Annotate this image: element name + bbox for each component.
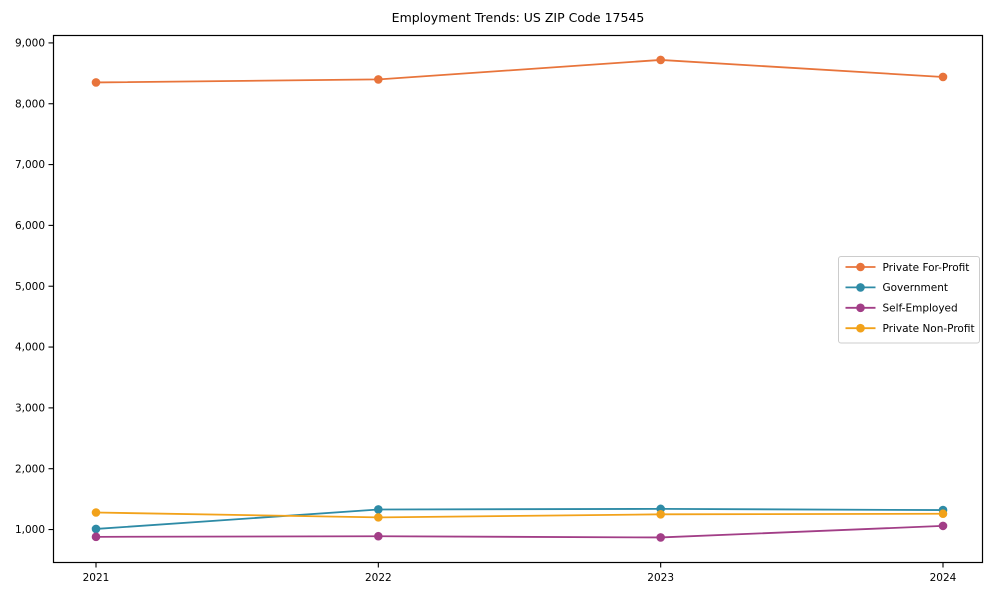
x-tick-label: 2023 bbox=[647, 572, 674, 584]
data-point bbox=[91, 532, 101, 542]
legend-marker bbox=[856, 283, 865, 292]
legend-label: Government bbox=[883, 282, 948, 294]
data-point bbox=[656, 510, 665, 519]
y-tick-label: 9,000 bbox=[15, 38, 45, 50]
data-point bbox=[91, 524, 101, 534]
legend-label: Private For-Profit bbox=[883, 262, 970, 274]
y-tick-label: 4,000 bbox=[15, 342, 45, 354]
legend-label: Self-Employed bbox=[883, 303, 958, 315]
data-point bbox=[938, 521, 948, 531]
data-point bbox=[374, 505, 383, 514]
legend-marker bbox=[856, 262, 865, 272]
series-line bbox=[95, 507, 944, 530]
chart-title: Employment Trends: US ZIP Code 17545 bbox=[391, 10, 645, 25]
legend-label: Private Non-Profit bbox=[883, 323, 975, 335]
y-tick-label: 5,000 bbox=[15, 281, 45, 293]
x-tick-label: 2021 bbox=[83, 572, 110, 584]
series-line bbox=[95, 511, 944, 519]
data-point bbox=[91, 508, 101, 517]
data-point bbox=[938, 72, 948, 82]
data-point bbox=[374, 531, 383, 541]
x-tick-label: 2022 bbox=[365, 572, 392, 584]
y-tick-label: 8,000 bbox=[15, 98, 45, 110]
legend-marker bbox=[856, 323, 865, 333]
series-line bbox=[95, 524, 944, 539]
x-tick-label: 2024 bbox=[930, 572, 957, 584]
y-tick-label: 2,000 bbox=[15, 463, 45, 475]
y-tick-label: 3,000 bbox=[15, 402, 45, 414]
y-tick-label: 1,000 bbox=[15, 524, 45, 536]
data-point bbox=[656, 533, 665, 542]
data-point bbox=[91, 78, 101, 87]
legend-box bbox=[838, 256, 980, 344]
y-tick-label: 7,000 bbox=[15, 159, 45, 171]
data-point bbox=[374, 513, 383, 522]
legend-marker bbox=[856, 303, 865, 313]
data-point bbox=[938, 509, 948, 519]
y-tick-label: 6,000 bbox=[15, 220, 45, 232]
series-line bbox=[95, 59, 944, 84]
data-point bbox=[374, 75, 383, 84]
data-point bbox=[656, 55, 665, 65]
plot-border bbox=[52, 34, 984, 564]
